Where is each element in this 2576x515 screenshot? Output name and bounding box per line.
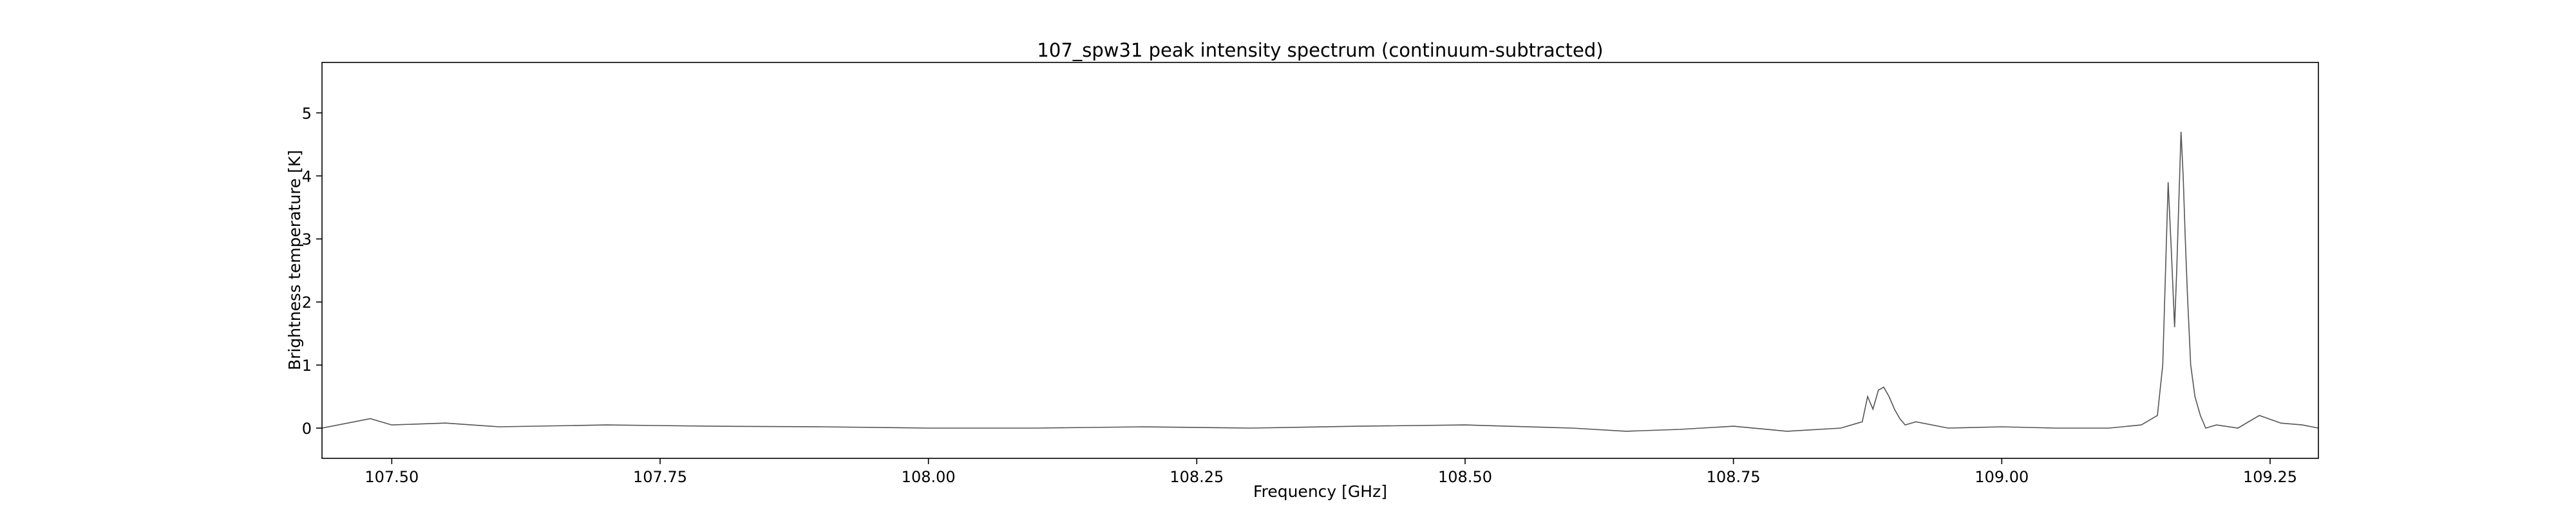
x-tick-label: 108.50 (1438, 468, 1492, 486)
x-tick-label: 108.75 (1707, 468, 1761, 486)
x-tick-label: 107.75 (633, 468, 687, 486)
x-axis-label: Frequency [GHz] (1253, 482, 1387, 501)
plot-area (321, 62, 2319, 459)
x-tick-label: 108.25 (1170, 468, 1224, 486)
plot-frame (321, 62, 2319, 459)
y-tick-label: 1 (302, 357, 312, 375)
y-tick-label: 2 (302, 294, 312, 312)
y-tick-label: 3 (302, 230, 312, 248)
y-axis-label: Brightness temperature [K] (285, 150, 304, 370)
chart-title: 107_spw31 peak intensity spectrum (conti… (1037, 39, 1603, 61)
x-tick-label: 109.00 (1975, 468, 2029, 486)
x-tick-label: 107.50 (365, 468, 419, 486)
y-tick-label: 0 (302, 420, 312, 438)
x-tick-label: 109.25 (2243, 468, 2297, 486)
plot-background (322, 62, 2318, 458)
x-tick-label: 108.00 (902, 468, 956, 486)
y-axis: 0 1 2 3 4 5 (302, 104, 322, 438)
y-tick-label: 4 (302, 167, 312, 185)
y-tick-label: 5 (302, 104, 312, 122)
spectrum-line (321, 131, 2319, 432)
x-axis: 107.50 107.75 108.00 108.25 108.50 108.75 109.… (365, 458, 2297, 486)
